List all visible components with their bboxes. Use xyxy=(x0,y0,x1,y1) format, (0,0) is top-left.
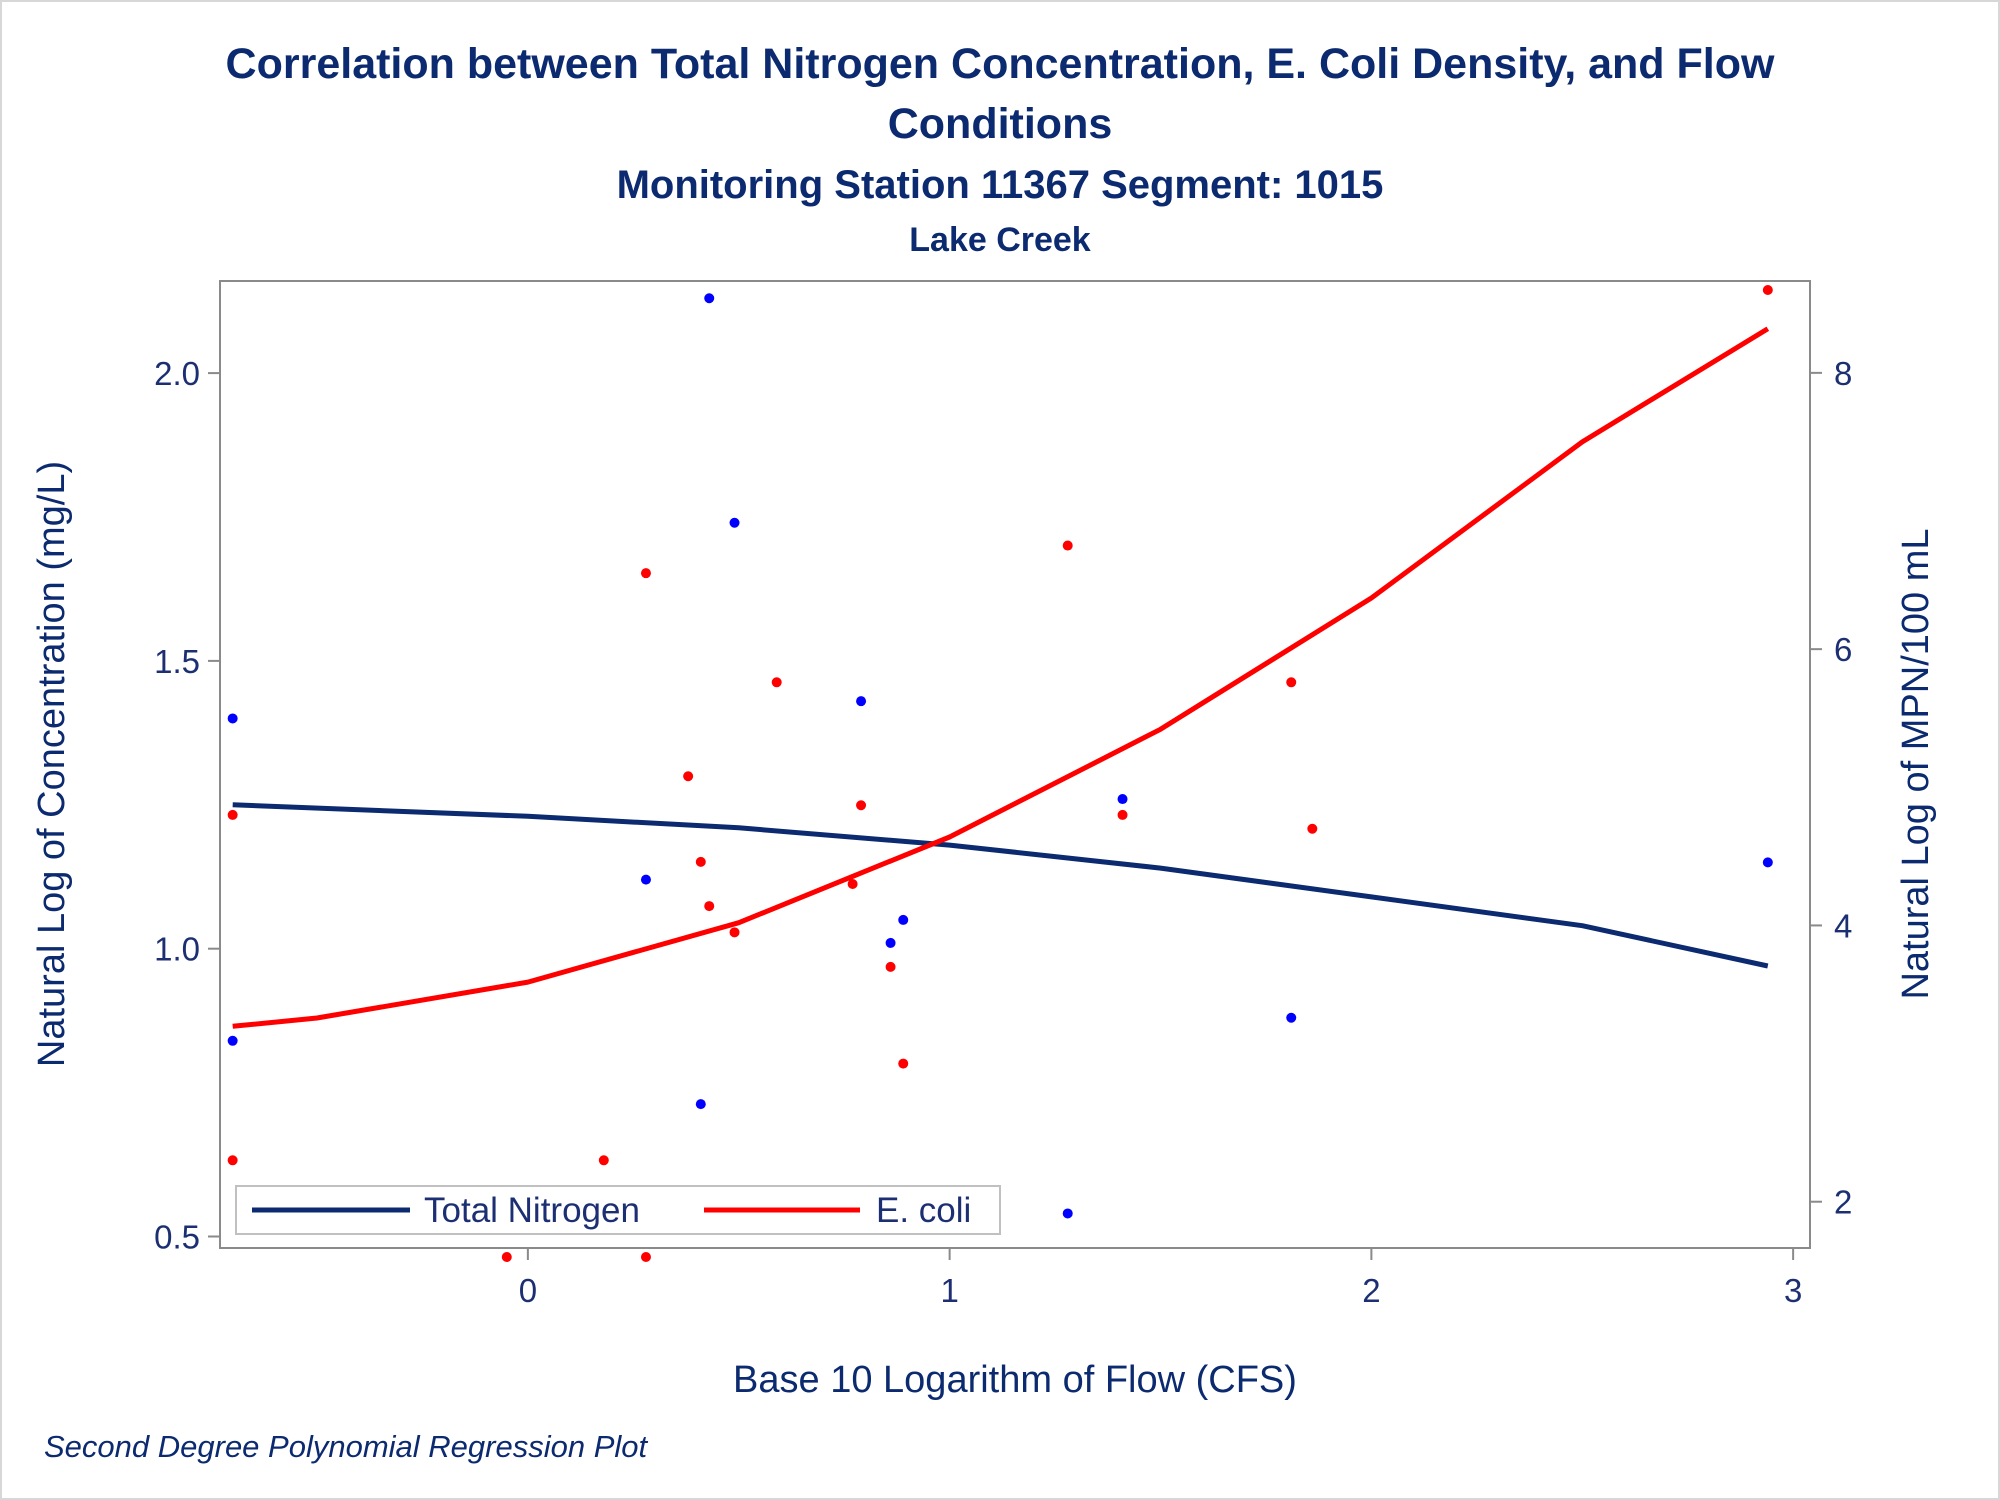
e-coli-point xyxy=(227,1155,238,1166)
y-left-tick-label: 0.5 xyxy=(154,1218,200,1255)
e-coli-point xyxy=(501,1251,512,1262)
e-coli-point xyxy=(856,800,867,811)
total-nitrogen-point xyxy=(227,713,238,724)
e-coli-point xyxy=(1117,809,1128,820)
left-y-axis-label: Natural Log of Concentration (mg/L) xyxy=(31,461,73,1067)
total-nitrogen-point xyxy=(885,937,896,948)
x-tick-label: 3 xyxy=(1784,1272,1802,1309)
right-y-axis: 2 4 6 8 xyxy=(1810,355,1852,1221)
total-nitrogen-point xyxy=(1762,857,1773,868)
total-nitrogen-point xyxy=(1117,794,1128,805)
total-nitrogen-point xyxy=(729,517,740,528)
y-right-tick-label: 4 xyxy=(1834,907,1852,944)
e-coli-point xyxy=(885,961,896,972)
e-coli-point xyxy=(1286,677,1297,688)
x-tick-label: 2 xyxy=(1362,1272,1380,1309)
e-coli-point xyxy=(1307,823,1318,834)
total-nitrogen-point xyxy=(1286,1012,1297,1023)
e-coli-point xyxy=(729,927,740,938)
total-nitrogen-point xyxy=(856,696,867,707)
e-coli-point xyxy=(640,568,651,579)
e-coli-point xyxy=(695,856,706,867)
e-coli-point xyxy=(1762,284,1773,295)
total-nitrogen-fit-line xyxy=(232,802,1769,969)
y-right-tick-label: 6 xyxy=(1834,631,1852,668)
chart-subtitle2: Lake Creek xyxy=(909,221,1091,259)
x-axis: 0 1 2 3 xyxy=(519,1248,1802,1309)
x-axis-label: Base 10 Logarithm of Flow (CFS) xyxy=(733,1359,1297,1401)
total-nitrogen-point xyxy=(695,1099,706,1110)
y-right-tick-label: 2 xyxy=(1834,1184,1852,1221)
e-coli-point xyxy=(227,809,238,820)
e-coli-point xyxy=(598,1155,609,1166)
y-left-tick-label: 1.0 xyxy=(154,931,200,968)
plot-area xyxy=(219,280,1811,1249)
x-tick-label: 0 xyxy=(519,1272,537,1309)
chart-title-line2: Conditions xyxy=(888,100,1113,148)
total-nitrogen-point xyxy=(898,914,909,925)
e-coli-point xyxy=(683,771,694,782)
legend: Total Nitrogen E. coli xyxy=(235,1185,1001,1235)
e-coli-point xyxy=(640,1251,651,1262)
y-right-tick-label: 8 xyxy=(1834,355,1852,392)
chart-subtitle: Monitoring Station 11367 Segment: 1015 xyxy=(617,163,1384,207)
total-nitrogen-point xyxy=(1062,1208,1073,1219)
regression-lines xyxy=(232,326,1770,1029)
chart-title: Correlation between Total Nitrogen Conce… xyxy=(226,40,1775,88)
legend-ecoli-label: E. coli xyxy=(876,1191,971,1230)
e-coli-fit-line xyxy=(232,326,1770,1029)
data-points xyxy=(227,284,1773,1262)
total-nitrogen-point xyxy=(227,1035,238,1046)
total-nitrogen-point xyxy=(704,293,715,304)
legend-total-nitrogen-label: Total Nitrogen xyxy=(424,1191,640,1230)
y-left-tick-label: 1.5 xyxy=(154,643,200,680)
e-coli-point xyxy=(898,1058,909,1069)
e-coli-point xyxy=(771,677,782,688)
y-left-tick-label: 2.0 xyxy=(154,355,200,392)
e-coli-point xyxy=(1062,540,1073,551)
x-tick-label: 1 xyxy=(940,1272,958,1309)
right-y-axis-label: Natural Log of MPN/100 mL xyxy=(1895,528,1937,999)
left-y-axis: 0.5 1.0 1.5 2.0 xyxy=(154,355,220,1255)
e-coli-point xyxy=(847,878,858,889)
total-nitrogen-point xyxy=(640,874,651,885)
e-coli-point xyxy=(704,901,715,912)
footnote: Second Degree Polynomial Regression Plot xyxy=(44,1429,648,1464)
